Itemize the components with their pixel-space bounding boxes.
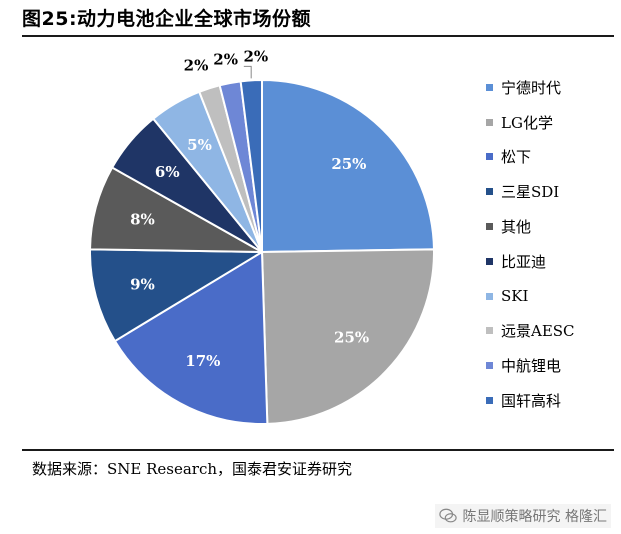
legend-label: LG化学 xyxy=(501,113,553,132)
data-label-6: 6% xyxy=(155,163,180,181)
pie-chart: 25%25%17%9%8%6%5%2% 2% 2% xyxy=(89,47,435,425)
legend-swatch xyxy=(486,223,493,231)
data-label-1: 25% xyxy=(331,155,366,173)
data-label-10: 2% xyxy=(243,47,268,65)
chart-legend: 宁德时代 LG化学松下三星SDI 其他比亚迪 SKI 远景AESC 中航锂电国轩高科 xyxy=(486,70,575,418)
pie-slice-1 xyxy=(261,78,435,254)
legend-item: 宁德时代 xyxy=(486,70,575,105)
legend-label: 中航锂电 xyxy=(501,357,562,376)
legend-label: 国轩高科 xyxy=(501,392,562,411)
data-label-7: 5% xyxy=(187,136,212,154)
legend-item: SKI xyxy=(486,279,575,314)
legend-swatch xyxy=(486,362,493,370)
legend-label: 其他 xyxy=(501,218,532,237)
data-label-4: 9% xyxy=(130,275,155,293)
legend-label: 松下 xyxy=(501,148,532,167)
leader-line xyxy=(243,65,252,79)
legend-item: 松下 xyxy=(486,140,575,175)
legend-swatch xyxy=(486,292,493,300)
legend-swatch xyxy=(486,257,493,265)
pie-slice-2 xyxy=(260,248,435,425)
legend-label: SKI xyxy=(501,287,529,306)
legend-item: 其他 xyxy=(486,209,575,244)
pie-slice-3 xyxy=(113,250,269,425)
legend-item: 三星SDI xyxy=(486,174,575,209)
legend-swatch xyxy=(486,327,493,335)
pie-slice-10 xyxy=(239,78,263,253)
watermark: 陈显顺策略研究 格隆汇 xyxy=(434,504,611,528)
bottom-rule xyxy=(22,449,614,451)
data-label-3: 17% xyxy=(185,352,220,370)
legend-swatch xyxy=(486,188,493,196)
watermark-text: 陈显顺策略研究 格隆汇 xyxy=(462,509,607,525)
legend-label: 三星SDI xyxy=(501,183,560,202)
data-label-5: 8% xyxy=(130,211,155,229)
legend-item: 中航锂电 xyxy=(486,348,575,383)
top-rule xyxy=(22,35,614,37)
chart-title: 图25:动力电池企业全球市场份额 xyxy=(22,8,312,30)
data-label-2: 25% xyxy=(334,329,369,347)
legend-swatch xyxy=(486,397,493,405)
legend-label: 比亚迪 xyxy=(501,252,547,271)
source-note: 数据来源：SNE Research，国泰君安证券研究 xyxy=(32,460,353,478)
pie-slice-4 xyxy=(89,248,266,343)
legend-swatch xyxy=(486,83,493,91)
data-label-9: 2% xyxy=(213,50,238,68)
legend-swatch xyxy=(486,153,493,161)
legend-item: 国轩高科 xyxy=(486,383,575,418)
legend-item: LG化学 xyxy=(486,105,575,140)
data-label-8: 2% xyxy=(184,56,209,74)
wechat-icon xyxy=(438,508,457,523)
legend-label: 宁德时代 xyxy=(501,78,562,97)
legend-item: 比亚迪 xyxy=(486,244,575,279)
legend-swatch xyxy=(486,118,493,126)
legend-item: 远景AESC xyxy=(486,314,575,349)
legend-label: 远景AESC xyxy=(501,322,575,341)
